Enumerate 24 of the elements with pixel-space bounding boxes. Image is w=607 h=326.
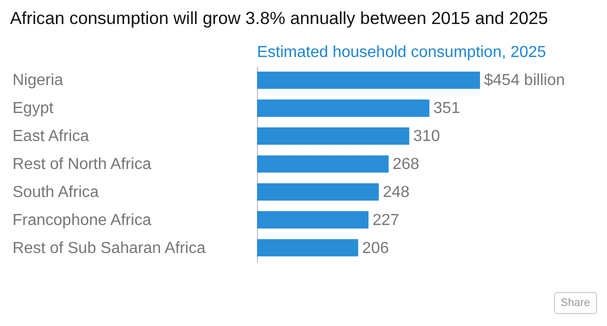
data-label: $454 billion — [484, 72, 565, 90]
bar — [257, 155, 389, 173]
data-label: 310 — [413, 128, 440, 146]
bar — [257, 211, 368, 228]
bar — [257, 183, 379, 201]
y-tick-label: Rest of Sub Saharan Africa — [12, 240, 206, 257]
share-button: Share — [554, 292, 597, 314]
data-label: 248 — [382, 184, 410, 201]
data-label: 227 — [372, 212, 400, 229]
data-label: 351 — [433, 100, 460, 118]
bar — [257, 239, 358, 256]
bar — [257, 100, 430, 117]
y-tick-label: Nigeria — [12, 72, 64, 90]
data-label: 268 — [392, 156, 420, 173]
y-tick-label: South Africa — [12, 184, 99, 201]
chart-subtitle: Estimated household consumption, 2025 — [257, 44, 546, 61]
y-tick-label: Rest of North Africa — [12, 156, 152, 173]
bar — [257, 127, 410, 145]
y-tick-label: East Africa — [12, 128, 90, 146]
y-tick-label: Francophone Africa — [12, 212, 152, 229]
chart-title: African consumption will grow 3.8% annually between 2015 and 2025 — [10, 8, 548, 29]
bar — [257, 72, 480, 89]
data-label: 206 — [362, 240, 389, 257]
y-tick-label: Egypt — [12, 100, 54, 118]
